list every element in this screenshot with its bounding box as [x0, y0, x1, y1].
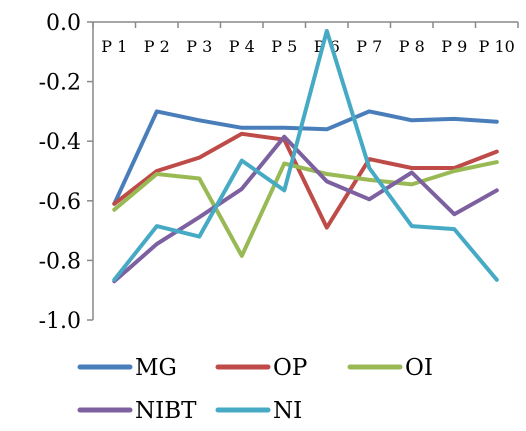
- y-tick-labels: 0.0 -0.2 -0.4 -0.6 -0.8 -1.0: [39, 11, 93, 334]
- x-category-label: P 2: [144, 37, 170, 56]
- x-category-label: P 10: [479, 37, 515, 56]
- legend-label-mg: MG: [135, 355, 177, 381]
- x-category-label: P 8: [399, 37, 425, 56]
- series-line-ni: [112, 28, 499, 282]
- y-tick-label: 0.0: [46, 11, 81, 36]
- x-category-label: P 3: [186, 37, 212, 56]
- y-tick-label: -1.0: [39, 309, 81, 334]
- legend-label-ni: NI: [273, 398, 302, 424]
- x-category-label: P 7: [356, 37, 382, 56]
- y-tick-label: -0.8: [39, 249, 81, 274]
- x-category-label: P 9: [441, 37, 467, 56]
- x-category-label: P 5: [271, 37, 297, 56]
- legend-label-nibt: NIBT: [135, 398, 197, 424]
- legend: MG OP OI NIBT NI: [77, 355, 433, 424]
- x-category-label: P 4: [229, 37, 255, 56]
- series-line-nibt: [112, 134, 499, 284]
- x-category-label: P 6: [314, 37, 340, 56]
- x-category-labels: P 1 P 2 P 3 P 4 P 5 P 6 P 7 P 8 P 9 P 10: [92, 22, 519, 56]
- x-category-label: P 1: [101, 37, 127, 56]
- legend-label-op: OP: [273, 355, 307, 381]
- y-tick-label: -0.6: [39, 190, 81, 215]
- y-tick-label: -0.4: [39, 130, 81, 155]
- series-line-oi: [112, 160, 499, 258]
- series-line-op: [112, 131, 499, 230]
- series-line-mg: [112, 109, 499, 206]
- legend-label-oi: OI: [405, 355, 433, 381]
- series-lines: [112, 28, 499, 284]
- y-tick-label: -0.2: [39, 71, 81, 96]
